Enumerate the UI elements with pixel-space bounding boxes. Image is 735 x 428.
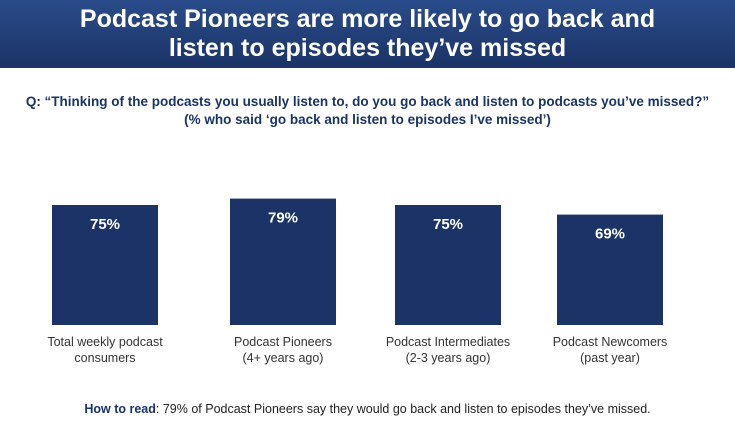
how-to-read-note: How to read: 79% of Podcast Pioneers say…	[0, 402, 735, 416]
value-label-1: 79%	[268, 210, 298, 227]
bar-2	[395, 205, 501, 325]
question-line-2: (% who said ‘go back and listen to episo…	[184, 112, 551, 127]
category-label-1-line-0: Podcast Pioneers	[234, 335, 332, 349]
category-label-0-line-0: Total weekly podcast	[47, 335, 163, 349]
category-label-1-line-1: (4+ years ago)	[243, 351, 324, 365]
title-line-2: listen to episodes they’ve missed	[168, 34, 567, 62]
bar-chart: 75% Total weekly podcast consumers 79% Podca…	[47, 198, 668, 365]
how-to-read-label: How to read	[84, 402, 156, 416]
chart-title: Podcast Pioneers are more likely to go b…	[0, 0, 735, 63]
category-label-2-line-0: Podcast Intermediates	[386, 335, 510, 349]
title-banner: Podcast Pioneers are more likely to go b…	[0, 0, 735, 68]
category-label-0-line-1: consumers	[74, 351, 135, 365]
category-label-3-line-1: (past year)	[580, 351, 640, 365]
value-label-0: 75%	[90, 216, 120, 233]
title-line-1: Podcast Pioneers are more likely to go b…	[79, 5, 656, 33]
bar-1	[230, 198, 336, 325]
bar-0	[52, 205, 158, 325]
value-label-2: 75%	[433, 216, 463, 233]
bar-3	[557, 214, 663, 325]
category-label-2-line-1: (2-3 years ago)	[406, 351, 491, 365]
question-line-1: Q: “Thinking of the podcasts you usually…	[25, 94, 710, 109]
how-to-read-text: : 79% of Podcast Pioneers say they would…	[155, 402, 651, 416]
category-label-3-line-0: Podcast Newcomers	[553, 335, 668, 349]
value-label-3: 69%	[595, 226, 625, 243]
survey-question: Q: “Thinking of the podcasts you usually…	[0, 93, 735, 129]
